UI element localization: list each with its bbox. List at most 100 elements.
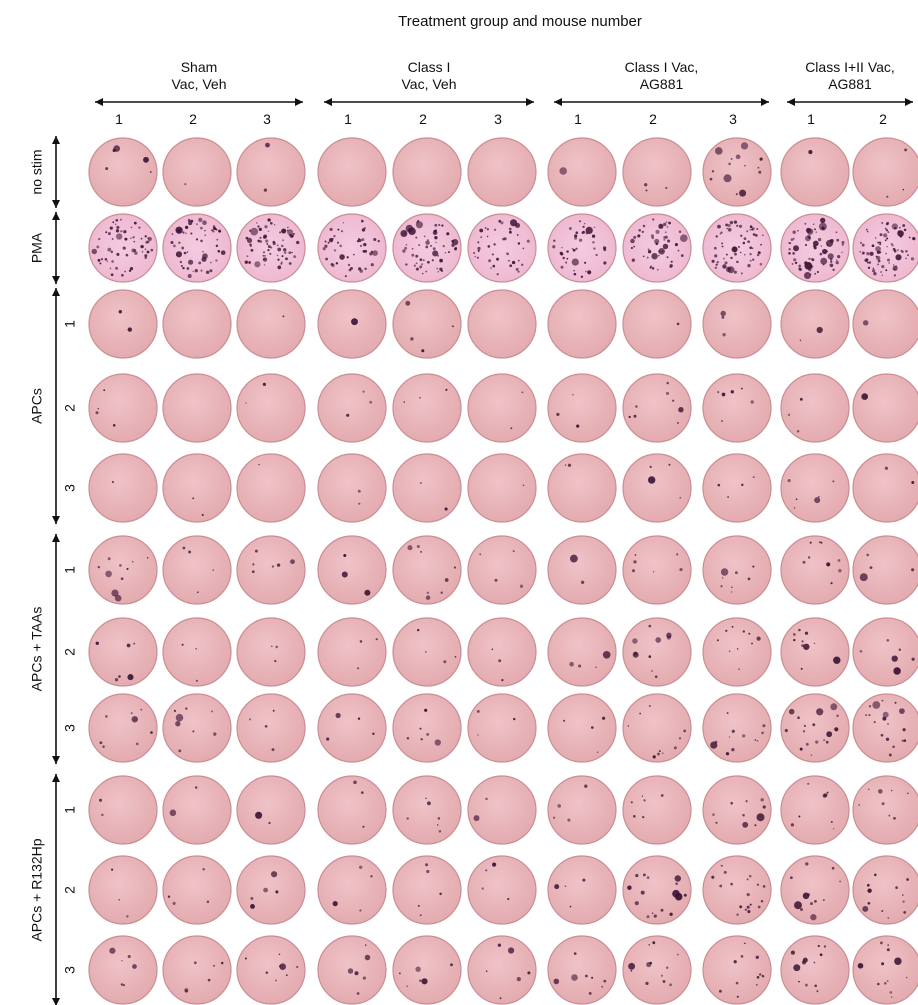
spot-mark [281,255,284,258]
well-disc [317,137,387,207]
spot-mark [798,980,800,983]
spot-mark [426,801,431,806]
elispot-well [162,289,232,359]
well-disc [547,373,617,443]
well-disc [392,373,462,443]
spot-mark [802,560,806,564]
spot-mark [822,248,828,255]
spot-mark [213,227,216,230]
spot-mark [733,270,737,274]
spot-mark [836,238,840,242]
spot-mark [720,864,723,867]
spot-mark [453,566,457,569]
spot-mark [738,224,743,228]
well-disc [317,855,387,925]
spot-mark [425,270,428,273]
elispot-well [852,137,918,207]
spot-mark [648,943,651,946]
spot-mark [556,412,560,417]
elispot-well [236,855,306,925]
spot-mark [437,254,440,257]
spot-mark [485,797,488,801]
spot-mark [829,258,833,261]
spot-mark [506,252,510,256]
spot-mark [679,496,682,499]
spot-mark [810,914,817,921]
spot-mark [424,708,428,712]
spot-mark [812,240,819,247]
spot-mark [565,261,568,264]
spot-mark [754,234,758,237]
spot-mark [789,242,792,245]
spot-mark [756,227,759,231]
spot-mark [724,261,728,265]
spot-mark [509,264,513,268]
spot-mark [741,483,744,487]
spot-mark [654,238,660,244]
elispot-well [236,213,306,283]
spot-mark [343,553,347,558]
spot-mark [272,241,276,246]
well-disc [622,373,692,443]
spot-mark [841,251,843,254]
spot-mark [510,427,513,430]
spot-mark [887,722,889,725]
spot-mark [595,666,597,669]
spot-mark [413,264,417,267]
elispot-well [162,373,232,443]
well-disc [852,289,918,359]
spot-mark [740,272,743,275]
group-label-line: Class I [408,59,451,75]
spot-mark [434,739,441,746]
elispot-well [88,137,158,207]
spot-mark [507,947,515,954]
spot-mark [897,249,899,251]
spot-mark [146,557,149,559]
spot-mark [911,657,915,661]
spot-mark [663,238,666,241]
well-disc [780,935,850,1005]
spot-mark [336,241,340,244]
spot-mark [813,961,816,964]
mouse-number-label: 2 [879,111,887,127]
spot-mark [359,640,363,643]
spot-mark [275,979,277,982]
spot-mark [508,259,510,262]
arrowhead-left-icon [787,98,795,106]
spot-mark [350,266,353,270]
elispot-well [852,373,918,443]
well-disc [702,373,772,443]
spot-mark [810,258,814,261]
spot-mark [269,221,273,225]
spot-mark [133,249,137,252]
spot-mark [444,578,449,582]
spot-mark [146,250,150,254]
elispot-well [467,137,537,207]
spot-mark [133,240,136,243]
spot-mark [406,737,410,740]
spot-mark [728,650,731,652]
spot-mark [716,639,719,642]
spot-mark [755,955,759,959]
spot-mark [749,903,752,906]
spot-mark [747,240,750,244]
well-disc [622,137,692,207]
spot-mark [255,811,263,819]
spot-mark [679,234,688,243]
spot-mark [333,249,337,252]
spot-mark [248,229,252,232]
spot-mark [747,577,751,581]
spot-mark [902,900,905,903]
spot-mark [91,248,98,255]
spot-mark [669,912,673,916]
spot-mark [112,221,115,224]
elispot-well [702,935,772,1005]
spot-mark [726,227,728,230]
spot-mark [803,643,810,650]
spot-mark [250,227,259,236]
spot-mark [645,189,648,192]
spot-mark [678,230,682,233]
spot-mark [282,239,284,241]
spot-mark [272,709,275,712]
spot-mark [895,254,902,261]
